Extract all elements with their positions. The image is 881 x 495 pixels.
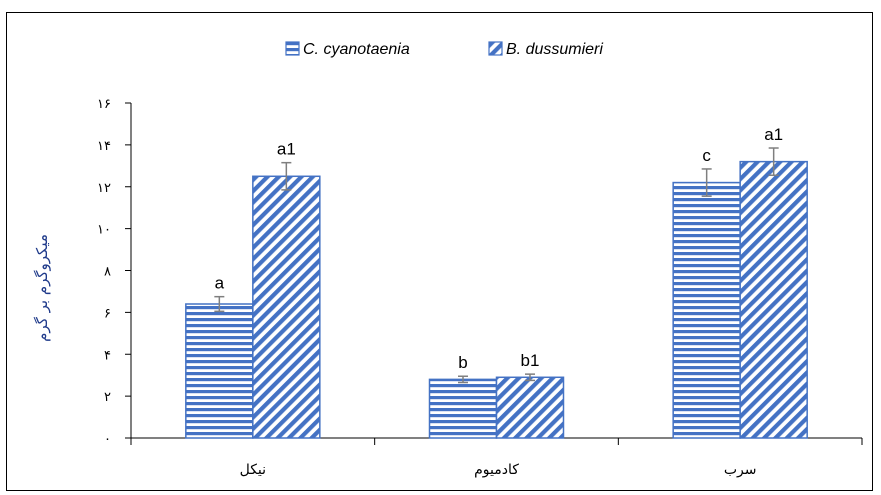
error-bar <box>214 295 225 313</box>
data-label: a1 <box>764 125 783 144</box>
data-label: a <box>215 274 225 293</box>
error-bar <box>701 168 712 197</box>
data-label: b1 <box>521 351 540 370</box>
y-axis-label: میکروگرم بر گرم <box>33 234 51 342</box>
y-tick-label: ۱۴ <box>97 139 111 154</box>
data-label: b <box>458 353 467 372</box>
x-tick-label: نیکل <box>240 462 266 478</box>
y-tick-label: ۱۰ <box>97 223 111 238</box>
legend-item: B. dussumieri <box>488 41 603 58</box>
error-bar <box>458 375 468 384</box>
x-axis: نیکل کادمیوم سرب <box>125 437 863 478</box>
y-tick-label: ۶ <box>104 306 111 321</box>
data-label: c <box>702 146 711 165</box>
legend-swatch <box>285 41 300 56</box>
bar-c-cyanotaenia <box>672 181 741 439</box>
legend: C. cyanotaenia B. dussumieri <box>285 41 603 58</box>
y-tick-label: ۱۶ <box>97 97 111 112</box>
bar-b-dussumieri <box>495 376 565 439</box>
error-bar <box>281 161 292 191</box>
bar-c-cyanotaenia <box>185 303 254 439</box>
y-tick-label: ۱۲ <box>97 181 111 196</box>
error-bar <box>525 373 535 382</box>
error-bar <box>768 147 779 176</box>
y-tick-label: ۸ <box>104 265 111 280</box>
chart-border <box>6 12 873 491</box>
legend-swatch <box>488 41 503 56</box>
legend-label: C. cyanotaenia <box>303 41 410 58</box>
y-tick-label: ۲ <box>104 390 111 405</box>
bars: a a1 b b1 c a1 <box>185 125 808 439</box>
legend-item: C. cyanotaenia <box>285 41 410 58</box>
y-axis: ۰ ۲ ۴ ۶ ۸ ۱۰ ۱۲ ۱۴ ۱۶ <box>97 97 132 447</box>
x-tick-label: سرب <box>724 462 757 478</box>
bar-c-cyanotaenia <box>428 378 498 439</box>
bar-b-dussumieri <box>252 175 321 439</box>
x-tick-label: کادمیوم <box>474 462 519 478</box>
y-tick-label: ۰ <box>104 432 111 447</box>
legend-label: B. dussumieri <box>506 41 603 58</box>
bar-b-dussumieri <box>739 160 808 439</box>
y-tick-label: ۴ <box>104 348 111 363</box>
data-label: a1 <box>277 140 296 159</box>
